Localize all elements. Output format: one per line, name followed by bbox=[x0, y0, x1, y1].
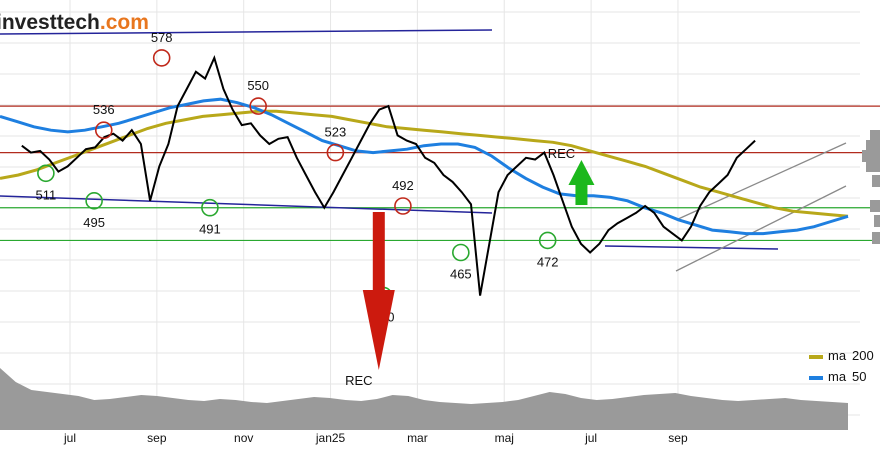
x-tick-label: maj bbox=[495, 431, 514, 445]
profile-bar bbox=[872, 175, 880, 187]
legend: ma 200 ma 50 bbox=[809, 348, 874, 384]
peak-circle bbox=[37, 164, 55, 183]
logo-domain: .com bbox=[100, 11, 149, 34]
x-tick-label: mar bbox=[407, 431, 428, 445]
legend-label: ma bbox=[828, 369, 847, 384]
peak-label: 511 bbox=[36, 187, 57, 202]
signal-arrows: REC REC bbox=[345, 146, 595, 388]
peak-label: 536 bbox=[93, 102, 115, 117]
profile-bar bbox=[870, 130, 880, 142]
rising-channel-upper bbox=[675, 142, 847, 221]
peak-circle bbox=[394, 197, 412, 215]
profile-bar bbox=[866, 160, 880, 172]
profile-bar bbox=[872, 232, 880, 244]
peak-circle bbox=[152, 49, 171, 67]
ma-line bbox=[0, 97, 849, 236]
logo-name: investtech bbox=[0, 11, 100, 34]
peak-label: 523 bbox=[325, 125, 347, 140]
buy-arrow bbox=[568, 160, 595, 205]
logo: investtech.com bbox=[0, 11, 149, 34]
support-resistance-levels bbox=[0, 105, 880, 242]
chart-grid bbox=[0, 0, 860, 430]
x-tick-label: jul bbox=[63, 431, 76, 445]
x-tick-label: sep bbox=[147, 431, 167, 445]
volume-profile bbox=[862, 130, 880, 244]
volume-area bbox=[0, 368, 848, 430]
signal-label: REC bbox=[548, 146, 575, 161]
peak-circle bbox=[452, 243, 470, 262]
profile-bar bbox=[866, 140, 880, 152]
trend-lower-line bbox=[0, 195, 493, 214]
trend-upper-line bbox=[0, 29, 493, 35]
peak-circle bbox=[201, 198, 219, 217]
price-series bbox=[21, 55, 756, 296]
x-tick-label: nov bbox=[234, 431, 253, 445]
peak-circle bbox=[85, 192, 103, 210]
peak-label: 491 bbox=[199, 222, 221, 237]
peak-circle bbox=[538, 231, 557, 250]
peak-circle bbox=[249, 97, 267, 115]
trend-channel bbox=[0, 29, 847, 272]
x-tick-label: sep bbox=[668, 431, 688, 445]
trend-support-line bbox=[604, 245, 779, 250]
peak-label: 472 bbox=[537, 254, 559, 269]
x-tick-label: jul bbox=[584, 431, 597, 445]
profile-bar bbox=[874, 215, 880, 227]
peak-label: 578 bbox=[151, 30, 173, 45]
legend-swatch bbox=[809, 376, 823, 380]
x-axis: jul sep nov jan25 mar maj jul sep bbox=[63, 431, 688, 445]
peak-circle bbox=[326, 143, 345, 162]
legend-period: 50 bbox=[852, 369, 866, 384]
legend-label: ma bbox=[828, 348, 847, 363]
legend-period: 200 bbox=[852, 348, 874, 363]
legend-swatch bbox=[809, 355, 823, 359]
rising-channel-lower bbox=[675, 185, 847, 272]
x-tick-label: jan25 bbox=[315, 431, 346, 445]
profile-bar bbox=[870, 200, 880, 212]
ma-line bbox=[0, 109, 849, 218]
peak-label: 550 bbox=[247, 78, 269, 93]
moving-averages bbox=[0, 97, 849, 236]
sell-arrow bbox=[362, 212, 395, 370]
peak-label: 492 bbox=[392, 178, 414, 193]
peak-label: 465 bbox=[450, 267, 472, 282]
volume-bars bbox=[0, 368, 848, 430]
profile-bar bbox=[862, 150, 880, 162]
price-line bbox=[21, 55, 756, 296]
peak-label: 495 bbox=[83, 215, 105, 230]
peak-circle bbox=[94, 121, 113, 140]
signal-label: REC bbox=[345, 373, 372, 388]
